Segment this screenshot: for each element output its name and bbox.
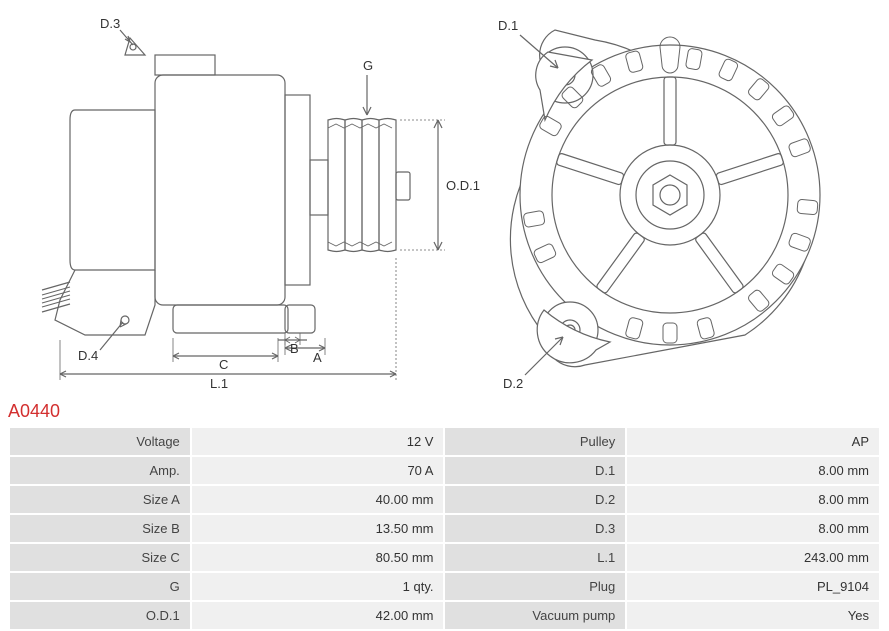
spec-label: D.3 bbox=[445, 515, 625, 542]
label-d1: D.1 bbox=[498, 18, 518, 33]
spec-value: 80.50 mm bbox=[192, 544, 444, 571]
spec-value: 8.00 mm bbox=[627, 515, 879, 542]
spec-value: 8.00 mm bbox=[627, 486, 879, 513]
part-number: A0440 bbox=[0, 395, 889, 426]
spec-value: 8.00 mm bbox=[627, 457, 879, 484]
spec-row: O.D.142.00 mmVacuum pumpYes bbox=[10, 602, 879, 629]
spec-row: Size C80.50 mmL.1243.00 mm bbox=[10, 544, 879, 571]
spec-row: Amp.70 AD.18.00 mm bbox=[10, 457, 879, 484]
label-b: B bbox=[290, 341, 299, 356]
spec-value: 70 A bbox=[192, 457, 444, 484]
spec-label: D.1 bbox=[445, 457, 625, 484]
spec-label: Pulley bbox=[445, 428, 625, 455]
spec-label: G bbox=[10, 573, 190, 600]
spec-value: 42.00 mm bbox=[192, 602, 444, 629]
spec-label: Size A bbox=[10, 486, 190, 513]
spec-label: Plug bbox=[445, 573, 625, 600]
label-d4: D.4 bbox=[78, 348, 98, 363]
technical-diagram: D.3 D.4 G O.D.1 A B C L.1 D.1 D.2 bbox=[0, 0, 889, 395]
spec-row: Size B13.50 mmD.38.00 mm bbox=[10, 515, 879, 542]
spec-row: Size A40.00 mmD.28.00 mm bbox=[10, 486, 879, 513]
label-d2: D.2 bbox=[503, 376, 523, 391]
spec-label: Amp. bbox=[10, 457, 190, 484]
spec-value: Yes bbox=[627, 602, 879, 629]
spec-value: 13.50 mm bbox=[192, 515, 444, 542]
front-view bbox=[510, 30, 820, 375]
label-g: G bbox=[363, 58, 373, 73]
label-a: A bbox=[313, 350, 322, 365]
side-view bbox=[42, 30, 445, 380]
spec-value: 40.00 mm bbox=[192, 486, 444, 513]
spec-label: Voltage bbox=[10, 428, 190, 455]
spec-label: D.2 bbox=[445, 486, 625, 513]
label-od1: O.D.1 bbox=[446, 178, 480, 193]
spec-label: L.1 bbox=[445, 544, 625, 571]
spec-label: Size B bbox=[10, 515, 190, 542]
spec-value: AP bbox=[627, 428, 879, 455]
spec-label: Vacuum pump bbox=[445, 602, 625, 629]
spec-label: O.D.1 bbox=[10, 602, 190, 629]
spec-value: 1 qty. bbox=[192, 573, 444, 600]
label-d3: D.3 bbox=[100, 16, 120, 31]
spec-value: 243.00 mm bbox=[627, 544, 879, 571]
spec-row: G1 qty.PlugPL_9104 bbox=[10, 573, 879, 600]
spec-value: 12 V bbox=[192, 428, 444, 455]
specs-table: Voltage12 VPulleyAPAmp.70 AD.18.00 mmSiz… bbox=[8, 426, 881, 631]
label-l1: L.1 bbox=[210, 376, 228, 391]
spec-value: PL_9104 bbox=[627, 573, 879, 600]
label-c: C bbox=[219, 357, 228, 372]
spec-row: Voltage12 VPulleyAP bbox=[10, 428, 879, 455]
spec-label: Size C bbox=[10, 544, 190, 571]
